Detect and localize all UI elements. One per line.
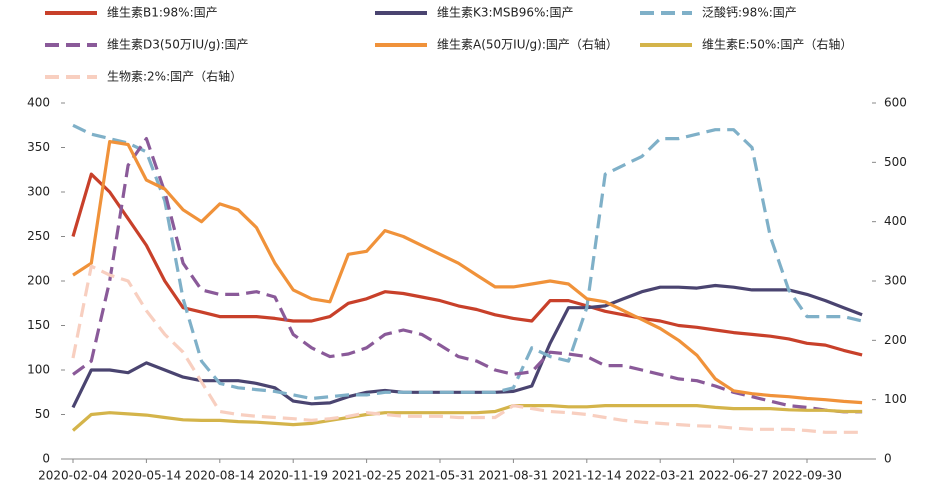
y2-tick-label: 300: [884, 274, 907, 288]
series-line: [72, 137, 863, 414]
x-tick-label: 2021-12-14: [552, 469, 622, 483]
legend-label: 维生素B1:98%:国产: [107, 6, 218, 20]
y-tick-label: 100: [27, 363, 50, 377]
legend-label: 生物素:2%:国产（右轴）: [107, 69, 242, 84]
x-tick-label: 2021-08-31: [479, 469, 549, 483]
y-tick-label: 400: [27, 96, 50, 110]
series-line: [71, 404, 863, 432]
y-tick-label: 200: [27, 274, 50, 288]
series-line: [72, 140, 863, 405]
y2-tick-label: 0: [884, 452, 892, 466]
series-line: [71, 283, 863, 409]
y2-tick-label: 200: [884, 333, 907, 347]
y2-tick-label: 500: [884, 155, 907, 169]
x-tick-label: 2021-02-25: [332, 469, 402, 483]
legend-label: 维生素D3(50万IU/g):国产: [107, 38, 249, 52]
x-tick-label: 2020-11-19: [258, 469, 328, 483]
legend-label: 维生素A(50万IU/g):国产（右轴）: [437, 37, 618, 52]
y-tick-label: 50: [35, 407, 50, 421]
series-line: [71, 172, 863, 357]
y2-tick-label: 100: [884, 392, 907, 406]
y-tick-label: 150: [27, 318, 50, 332]
y2-tick-label: 600: [884, 96, 907, 110]
x-tick-label: 2022-09-30: [772, 469, 842, 483]
series-line: [72, 123, 863, 401]
x-tick-label: 2022-03-21: [625, 469, 695, 483]
series-line: [71, 264, 863, 434]
x-tick-label: 2022-06-27: [699, 469, 769, 483]
legend-label: 维生素K3:MSB96%:国产: [437, 6, 573, 20]
legend-label: 维生素E:50%:国产（右轴）: [702, 37, 852, 52]
y-tick-label: 250: [27, 229, 50, 243]
x-tick-label: 2021-05-31: [405, 469, 475, 483]
x-tick-label: 2020-02-04: [38, 469, 108, 483]
x-tick-label: 2020-05-14: [112, 469, 182, 483]
y2-tick-label: 400: [884, 214, 907, 228]
x-tick-label: 2020-08-14: [185, 469, 255, 483]
y-tick-label: 350: [27, 140, 50, 154]
legend-label: 泛酸钙:98%:国产: [702, 5, 797, 20]
y-tick-label: 300: [27, 185, 50, 199]
y-tick-label: 0: [42, 452, 50, 466]
